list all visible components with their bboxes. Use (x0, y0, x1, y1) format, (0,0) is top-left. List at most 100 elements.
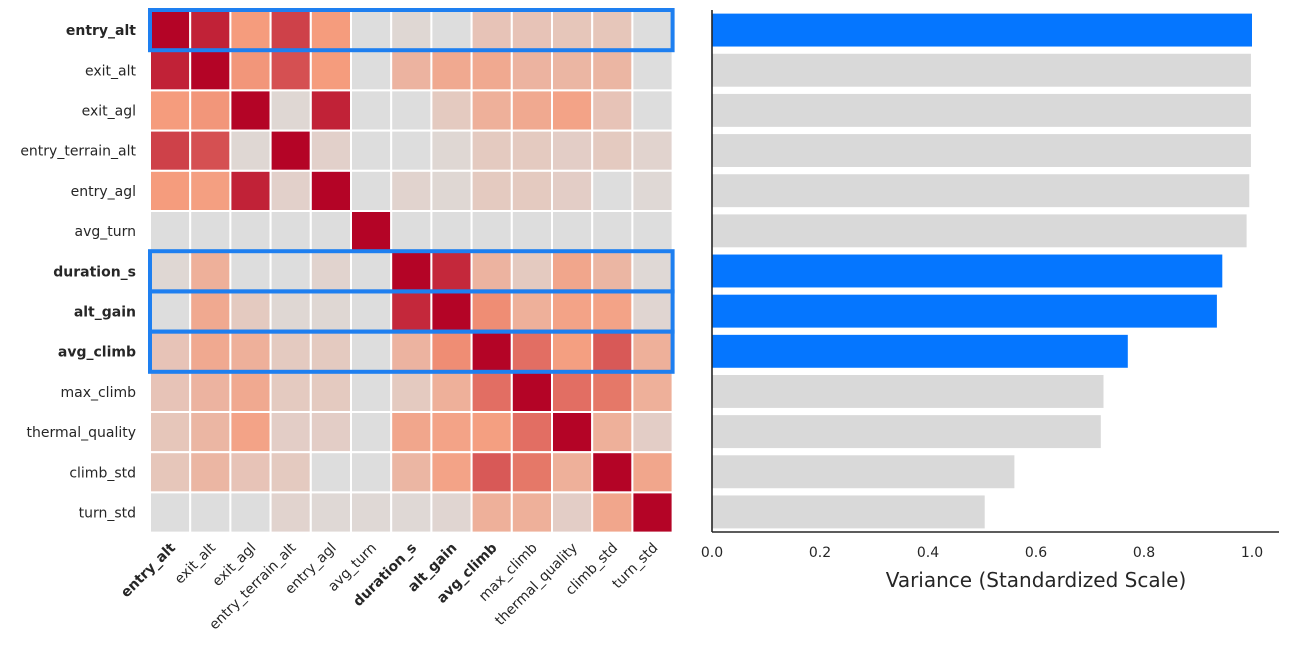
heatmap-cell-avg-turn-entry-agl (309, 210, 352, 253)
heatmap-cell-thermal-quality-avg-climb (470, 411, 513, 454)
heatmap-cell-thermal-quality-duration-s (390, 411, 433, 454)
heatmap-cell-entry-terrain-alt-avg-turn (350, 129, 393, 172)
heatmap-cell-entry-alt-duration-s (390, 9, 433, 52)
heatmap-cell-entry-alt-entry-terrain-alt (269, 9, 312, 52)
heatmap-cell-duration-s-entry-terrain-alt (269, 250, 312, 293)
heatmap-cell-entry-alt-thermal-quality (551, 9, 594, 52)
heatmap-cell-entry-terrain-alt-entry-alt (149, 129, 192, 172)
heatmap-cell-turn-std-exit-agl (229, 491, 272, 534)
heatmap-cell-avg-turn-thermal-quality (551, 210, 594, 253)
heatmap-cell-max-climb-duration-s (390, 370, 433, 413)
heatmap-cell-exit-agl-entry-alt (149, 89, 192, 132)
heatmap-cell-entry-alt-turn-std (631, 9, 674, 52)
x-tick-0-4: 0.4 (917, 545, 939, 561)
heatmap-cell-max-climb-thermal-quality (551, 370, 594, 413)
heatmap-cell-exit-agl-exit-alt (189, 89, 232, 132)
heatmap-cell-turn-std-avg-turn (350, 491, 393, 534)
heatmap-cell-entry-agl-alt-gain (430, 169, 473, 213)
heatmap-cell-avg-climb-entry-agl (309, 330, 352, 373)
heatmap-cell-alt-gain-avg-turn (350, 290, 393, 333)
heatmap-cell-duration-s-duration-s (390, 250, 433, 293)
heatmap-cell-exit-agl-climb-std (591, 89, 634, 132)
heatmap-cell-exit-alt-entry-alt (149, 49, 192, 92)
heatmap-cell-max-climb-entry-terrain-alt (269, 370, 312, 413)
row-label-entry-terrain-alt: entry_terrain_alt (20, 144, 136, 160)
heatmap-cell-climb-std-alt-gain (430, 451, 473, 494)
heatmap-cell-alt-gain-max-climb (510, 290, 553, 333)
heatmap-cell-alt-gain-thermal-quality (551, 290, 594, 333)
heatmap-cell-alt-gain-avg-climb (470, 290, 513, 333)
heatmap-cell-alt-gain-alt-gain (430, 290, 473, 333)
x-tick-0-8: 0.8 (1133, 545, 1155, 561)
bar-entry-terrain-alt (712, 134, 1251, 168)
heatmap-cell-climb-std-exit-alt (189, 451, 232, 494)
heatmap-cell-entry-terrain-alt-turn-std (631, 129, 674, 172)
heatmap-cell-thermal-quality-exit-alt (189, 411, 232, 454)
heatmap-cell-exit-agl-max-climb (510, 89, 553, 132)
heatmap-cell-entry-agl-entry-agl (309, 169, 352, 213)
heatmap-cell-entry-terrain-alt-thermal-quality (551, 129, 594, 172)
bar-avg-turn (712, 214, 1247, 248)
heatmap-cell-climb-std-thermal-quality (551, 451, 594, 494)
heatmap-cell-exit-agl-turn-std (631, 89, 674, 132)
heatmap-cell-entry-alt-avg-climb (470, 9, 513, 52)
heatmap-cell-exit-agl-alt-gain (430, 89, 473, 132)
row-label-max-climb: max_climb (60, 385, 136, 401)
heatmap-cell-entry-terrain-alt-entry-agl (309, 129, 352, 172)
heatmap-cell-avg-turn-exit-agl (229, 210, 272, 253)
heatmap-cell-entry-terrain-alt-duration-s (390, 129, 433, 172)
heatmap-cell-turn-std-entry-terrain-alt (269, 491, 312, 534)
heatmap-cell-duration-s-avg-turn (350, 250, 393, 293)
row-label-avg-climb: avg_climb (58, 345, 136, 361)
heatmap-cell-avg-turn-climb-std (591, 210, 634, 253)
heatmap-cell-avg-turn-avg-climb (470, 210, 513, 253)
heatmap-cell-max-climb-avg-climb (470, 370, 513, 413)
heatmap-cell-climb-std-entry-alt (149, 451, 192, 494)
heatmap-cell-entry-agl-exit-agl (229, 169, 272, 213)
heatmap-cell-climb-std-turn-std (631, 451, 674, 494)
heatmap-cell-exit-agl-avg-climb (470, 89, 513, 132)
row-label-avg-turn: avg_turn (75, 224, 137, 240)
bar-alt-gain (712, 294, 1217, 328)
heatmap-cell-avg-climb-avg-turn (350, 330, 393, 373)
row-label-alt-gain: alt_gain (74, 305, 136, 321)
heatmap-cell-turn-std-turn-std (631, 491, 674, 534)
heatmap-cell-avg-climb-exit-agl (229, 330, 272, 373)
bar-turn-std (712, 495, 985, 529)
heatmap-cell-max-climb-turn-std (631, 370, 674, 413)
heatmap-cell-avg-climb-entry-terrain-alt (269, 330, 312, 373)
heatmap-cell-entry-terrain-alt-entry-terrain-alt (269, 129, 312, 172)
x-tick-0-0: 0.0 (701, 545, 723, 561)
bar-entry-agl (712, 174, 1250, 208)
heatmap-cell-exit-alt-exit-alt (189, 49, 232, 92)
heatmap-cell-entry-terrain-alt-exit-alt (189, 129, 232, 172)
heatmap-cell-exit-alt-duration-s (390, 49, 433, 92)
heatmap-cell-climb-std-avg-turn (350, 451, 393, 494)
heatmap-cell-exit-alt-thermal-quality (551, 49, 594, 92)
heatmap-cell-avg-turn-avg-turn (350, 210, 393, 253)
row-label-entry-agl: entry_agl (71, 184, 136, 200)
heatmap-cell-max-climb-max-climb (510, 370, 553, 413)
heatmap-cell-exit-alt-avg-climb (470, 49, 513, 92)
heatmap-cell-entry-alt-entry-alt (149, 9, 192, 52)
heatmap-cell-exit-agl-entry-terrain-alt (269, 89, 312, 132)
heatmap-cell-avg-turn-alt-gain (430, 210, 473, 253)
heatmap-cell-entry-terrain-alt-climb-std (591, 129, 634, 172)
heatmap-cell-max-climb-exit-alt (189, 370, 232, 413)
heatmap-cell-max-climb-entry-agl (309, 370, 352, 413)
heatmap-cell-entry-agl-climb-std (591, 169, 634, 213)
heatmap-cell-avg-turn-exit-alt (189, 210, 232, 253)
heatmap-cell-avg-climb-max-climb (510, 330, 553, 373)
variance-bar-chart: 0.0 0.2 0.4 0.6 0.8 1.0 Variance (Standardized… (701, 10, 1279, 592)
heatmap-cell-entry-terrain-alt-alt-gain (430, 129, 473, 172)
heatmap-cell-climb-std-max-climb (510, 451, 553, 494)
heatmap-cell-alt-gain-entry-terrain-alt (269, 290, 312, 333)
highlight-box-avg-climb (148, 329, 675, 374)
heatmap-cell-avg-turn-duration-s (390, 210, 433, 253)
heatmap-cell-avg-climb-entry-alt (149, 330, 192, 373)
heatmap-cell-entry-terrain-alt-exit-agl (229, 129, 272, 172)
row-label-exit-alt: exit_alt (85, 63, 137, 79)
heatmap-cell-avg-climb-climb-std (591, 330, 634, 373)
heatmap-cell-entry-alt-climb-std (591, 9, 634, 52)
heatmap-cell-max-climb-climb-std (591, 370, 634, 413)
